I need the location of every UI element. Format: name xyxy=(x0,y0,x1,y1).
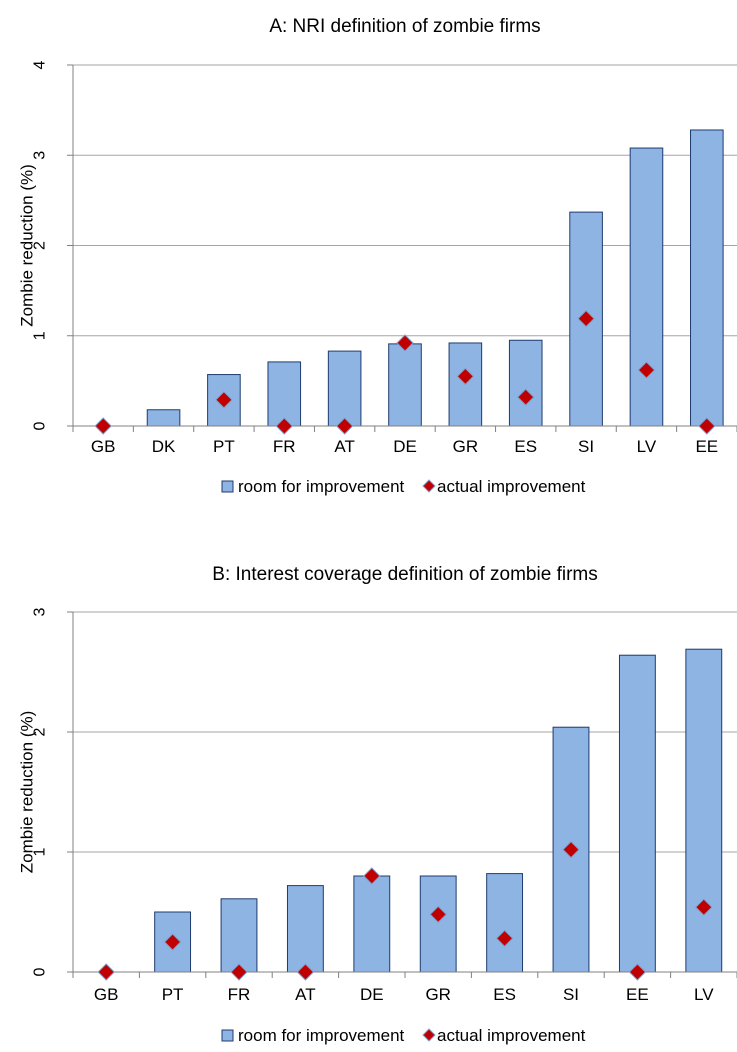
chart-title: A: NRI definition of zombie firms xyxy=(269,16,540,37)
y-tick-label: 1 xyxy=(32,331,49,340)
bar xyxy=(354,876,390,972)
x-tick-label: GB xyxy=(91,437,116,456)
x-tick-label: ES xyxy=(514,437,537,456)
x-tick-label: FR xyxy=(228,985,251,1004)
bar xyxy=(487,874,523,972)
bar xyxy=(619,655,655,972)
x-tick-label: LV xyxy=(694,985,714,1004)
x-tick-label: DE xyxy=(393,437,417,456)
y-tick-label: 4 xyxy=(32,60,49,69)
legend-swatch-marker xyxy=(423,1029,435,1041)
chart-panel: B: Interest coverage definition of zombi… xyxy=(18,564,737,1045)
x-tick-label: FR xyxy=(273,437,296,456)
x-tick-label: AT xyxy=(295,985,315,1004)
legend: room for improvement actual improvement xyxy=(222,477,586,496)
y-tick-label: 0 xyxy=(32,421,49,430)
bar xyxy=(221,899,257,972)
bar xyxy=(328,351,361,426)
x-tick-label: GB xyxy=(94,985,119,1004)
bar xyxy=(691,130,724,426)
data-point xyxy=(95,418,111,434)
legend-label: actual improvement xyxy=(437,1026,586,1045)
data-point xyxy=(98,964,114,980)
x-tick-label: EE xyxy=(626,985,649,1004)
bar xyxy=(147,410,180,426)
bar xyxy=(686,649,722,972)
bar xyxy=(268,362,301,426)
y-axis-label: Zombie reduction (%) xyxy=(18,711,37,874)
x-tick-label: SI xyxy=(578,437,594,456)
x-tick-label: DE xyxy=(360,985,384,1004)
legend-label: room for improvement xyxy=(238,1026,405,1045)
x-tick-label: AT xyxy=(334,437,354,456)
x-tick-label: ES xyxy=(493,985,516,1004)
chart-title: B: Interest coverage definition of zombi… xyxy=(212,564,597,585)
chart-panel: A: NRI definition of zombie firms01234Zo… xyxy=(18,16,737,496)
y-tick-label: 3 xyxy=(32,607,49,616)
legend-label: actual improvement xyxy=(437,477,586,496)
bar xyxy=(420,876,456,972)
y-tick-label: 3 xyxy=(32,151,49,160)
legend-swatch-bar xyxy=(222,481,233,492)
x-tick-label: LV xyxy=(637,437,657,456)
legend-swatch-bar xyxy=(222,1030,233,1041)
x-tick-label: DK xyxy=(152,437,176,456)
bar xyxy=(389,344,422,426)
x-tick-label: SI xyxy=(563,985,579,1004)
x-tick-label: PT xyxy=(162,985,184,1004)
bar xyxy=(509,340,542,426)
bar xyxy=(630,148,663,426)
x-tick-label: GR xyxy=(453,437,479,456)
x-tick-label: GR xyxy=(425,985,451,1004)
legend-label: room for improvement xyxy=(238,477,405,496)
x-tick-label: EE xyxy=(695,437,718,456)
y-axis-label: Zombie reduction (%) xyxy=(18,164,37,327)
x-tick-label: PT xyxy=(213,437,235,456)
legend: room for improvement actual improvement xyxy=(222,1026,586,1045)
y-tick-label: 0 xyxy=(32,967,49,976)
bar xyxy=(287,886,323,972)
legend-swatch-marker xyxy=(423,480,435,492)
